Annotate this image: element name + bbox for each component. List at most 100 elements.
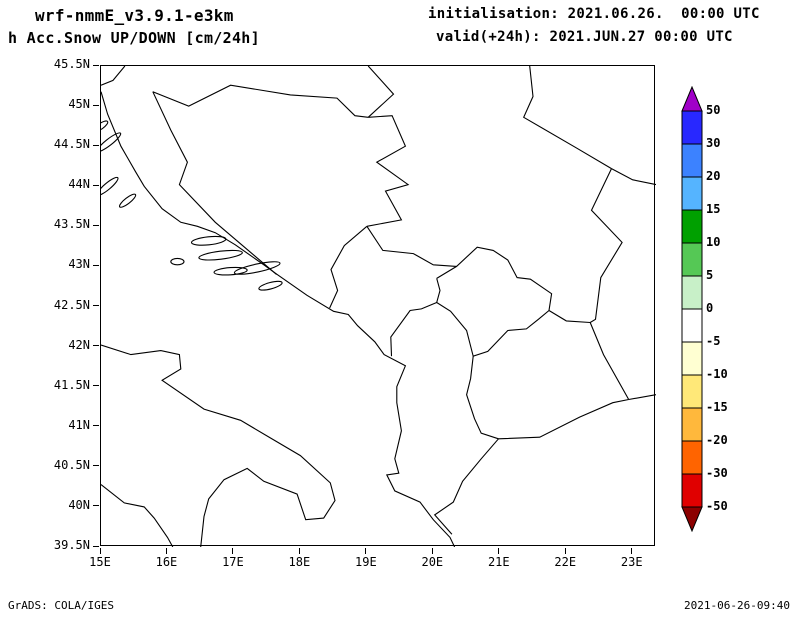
lon-tick-label: 18E [288, 555, 311, 569]
lat-tick-mark [92, 184, 99, 186]
island-outline [101, 176, 119, 196]
map-outlines-svg [101, 66, 656, 547]
macedonia-greece-border [498, 398, 629, 440]
italy-tyrrhenian-coast [101, 484, 174, 547]
colorbar-segment [681, 374, 703, 409]
east-adriatic-coast [101, 91, 456, 547]
island-outline [213, 266, 248, 276]
colorbar-tick-label: 0 [706, 301, 714, 315]
lat-tick-label: 40.5N [53, 457, 90, 472]
colorbar-segment [681, 341, 703, 376]
macedonia-albania-border [466, 356, 499, 440]
lat-tick-mark [92, 64, 99, 66]
lat-tick-label: 44N [68, 177, 90, 192]
creation-timestamp: 2021-06-26-09:40 [684, 599, 790, 612]
lon-tick-label: 17E [222, 555, 244, 569]
island-outline [233, 261, 281, 275]
valid-time-label: valid(+24h): 2021.JUN.27 00:00 UTC [436, 29, 733, 45]
bosnia-montenegro-border [329, 225, 368, 309]
lon-tick-mark [431, 547, 433, 554]
colorbar-segment [681, 275, 703, 310]
lat-tick-mark [92, 425, 99, 427]
map-plot-frame [100, 65, 656, 547]
colorbar-segment [681, 473, 703, 508]
lat-tick-mark [92, 224, 99, 226]
colorbar-segment [681, 176, 703, 211]
lon-tick-label: 15E [89, 555, 111, 569]
colorbar-tick-label: 30 [706, 136, 721, 150]
colorbar-tick-label: 15 [706, 202, 721, 216]
lon-tick-mark [564, 547, 566, 554]
bosnia-serbia-border [366, 115, 410, 227]
serbia-romania-border [522, 66, 612, 170]
serbia-macedonia-border [548, 310, 591, 324]
colorbar-segment [681, 209, 703, 244]
serbia-montenegro-border [366, 225, 457, 267]
lon-tick-mark [232, 547, 234, 554]
colorbar-tick-label: 20 [706, 169, 721, 183]
romania-bulgaria-danube [611, 168, 656, 186]
lat-tick-label: 41N [68, 417, 90, 432]
slovenia-croatia-border [101, 66, 126, 86]
island-outline [101, 120, 109, 132]
colorbar-tick-label: -30 [706, 466, 728, 480]
lon-tick-mark [99, 547, 101, 554]
island-outline [258, 280, 283, 291]
colorbar-segment [681, 440, 703, 475]
island-outline [118, 193, 137, 208]
lat-tick-label: 42.5N [53, 297, 90, 312]
island-outline [101, 132, 122, 153]
croatia-bosnia-north-border [152, 84, 369, 118]
lat-tick-mark [92, 345, 99, 347]
croatia-bosnia-west-border [152, 91, 277, 275]
lat-tick-label: 44.5N [53, 137, 90, 152]
lon-tick-mark [365, 547, 367, 554]
colorbar-tick-label: 50 [706, 103, 721, 117]
croatia-serbia-border [367, 66, 395, 118]
colorbar-bottom-arrow [681, 506, 703, 532]
colorbar-segment [681, 242, 703, 277]
colorbar-top-arrow [681, 86, 703, 112]
lat-tick-label: 43N [68, 257, 90, 272]
island-outline [170, 257, 185, 266]
serbia-bulgaria-border [589, 168, 623, 323]
colorbar-segment [681, 308, 703, 343]
lon-tick-mark [298, 547, 300, 554]
colorbar-tick-label: -20 [706, 433, 728, 447]
lat-tick-mark [92, 305, 99, 306]
lon-tick-mark [498, 547, 500, 554]
montenegro-albania-border [390, 301, 437, 357]
italy-adriatic-ionian-coast [101, 344, 336, 547]
lon-tick-label: 16E [155, 555, 178, 569]
colorbar-tick-label: -50 [706, 499, 728, 513]
colorbar-tick-label: -15 [706, 400, 728, 414]
kosovo-border [436, 246, 553, 357]
lat-tick-mark [92, 144, 99, 146]
lat-tick-label: 45.5N [53, 57, 90, 71]
albania-greece-border [433, 438, 499, 535]
lat-tick-mark [92, 264, 99, 266]
lon-tick-label: 21E [487, 555, 510, 569]
lat-tick-mark [92, 104, 99, 106]
greece-bulgaria-border [628, 394, 656, 401]
lat-tick-mark [92, 465, 99, 467]
macedonia-bulgaria-border [589, 322, 630, 400]
lat-tick-label: 45N [68, 97, 90, 112]
grads-credit: GrADS: COLA/IGES [8, 599, 114, 612]
lat-tick-mark [92, 385, 99, 387]
lon-tick-label: 20E [421, 555, 444, 569]
colorbar-segment [681, 143, 703, 178]
colorbar-tick-label: 10 [706, 235, 721, 249]
initialisation-time-label: initialisation: 2021.06.26. 00:00 UTC [428, 6, 760, 22]
model-title: wrf-nmmE_v3.9.1-e3km [35, 6, 234, 25]
lon-tick-label: 19E [355, 555, 377, 569]
lat-tick-label: 40N [68, 497, 90, 512]
lon-tick-mark [165, 547, 167, 554]
lat-tick-label: 39.5N [53, 538, 90, 552]
colorbar-tick-label: -5 [706, 334, 721, 348]
lat-tick-mark [92, 505, 99, 507]
lat-tick-label: 41.5N [53, 377, 90, 392]
colorbar-segment [681, 407, 703, 442]
lat-tick-label: 43.5N [53, 217, 90, 232]
